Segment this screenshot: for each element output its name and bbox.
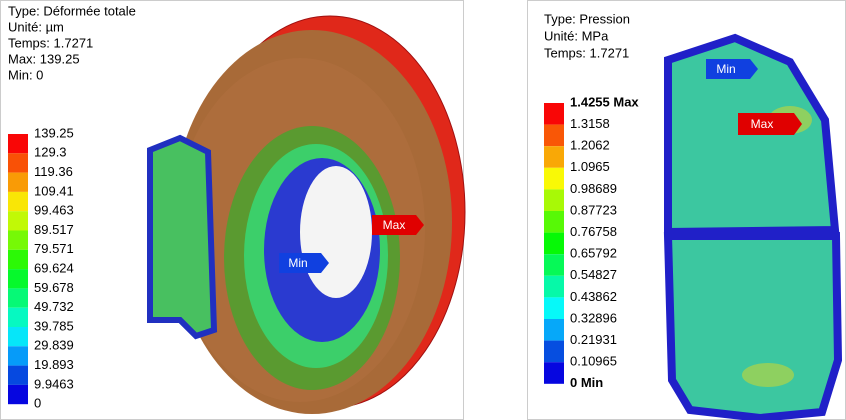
legend-color [544, 125, 564, 147]
legend-label: 0.65792 [570, 246, 617, 261]
legend-color [8, 288, 28, 307]
legend-color [8, 269, 28, 288]
legend-label: 129.3 [34, 145, 67, 160]
legend-color [544, 233, 564, 255]
info-line: Type: Déformée totale [8, 3, 136, 18]
max-tag: Max [738, 113, 802, 135]
legend-label: 99.463 [34, 203, 74, 218]
info-line: Type: Pression [544, 11, 630, 26]
brake-pad [668, 38, 838, 418]
legend-color [8, 134, 28, 153]
legend-label: 0.32896 [570, 310, 617, 325]
legend-color [8, 346, 28, 365]
info-line: Temps: 1.7271 [544, 45, 629, 60]
legend-label: 9.9463 [34, 376, 74, 391]
info-line: Max: 139.25 [8, 51, 80, 66]
page: {"left_panel": {"lines": ["Type: Déformé… [0, 0, 846, 420]
legend-color [544, 341, 564, 363]
legend-color [8, 250, 28, 269]
max-label: Max [751, 117, 774, 131]
legend-label: 1.4255 Max [570, 94, 639, 109]
max-tag: Max [372, 215, 424, 235]
legend-color [544, 362, 564, 384]
legend-label: 139.25 [34, 125, 74, 140]
info-line: Temps: 1.7271 [8, 35, 93, 50]
legend-label: 0 [34, 396, 41, 411]
info-line: Unité: MPa [544, 28, 609, 43]
min-tag: Min [279, 253, 329, 273]
legend-label: 0.21931 [570, 332, 617, 347]
legend-color [544, 168, 564, 190]
legend-color [8, 231, 28, 250]
legend-label: 0.43862 [570, 289, 617, 304]
legend-color [544, 254, 564, 276]
legend-color [544, 297, 564, 319]
legend-label: 119.36 [34, 164, 73, 179]
legend-color [8, 173, 28, 192]
legend-label: 0.54827 [570, 267, 617, 282]
legend-label: 69.624 [34, 261, 74, 276]
info-line: Unité: µm [8, 19, 64, 34]
min-tag: Min [706, 59, 758, 79]
legend-label: 0.98689 [570, 181, 617, 196]
legend-label: 109.41 [34, 183, 74, 198]
legend-label: 0.10965 [570, 354, 617, 369]
legend-color [8, 366, 28, 385]
legend-color [544, 276, 564, 298]
legend-label: 89.517 [34, 222, 74, 237]
max-label: Max [383, 218, 406, 232]
legend-color [8, 385, 28, 404]
legend-label: 1.3158 [570, 116, 610, 131]
legend-color [544, 211, 564, 233]
legend-color [8, 211, 28, 230]
legend-color [8, 308, 28, 327]
info-line: Min: 0 [8, 67, 43, 82]
legend-color [544, 103, 564, 125]
legend-label: 1.2062 [570, 138, 610, 153]
legend-label: 59.678 [34, 280, 74, 295]
legend-label: 49.732 [34, 299, 74, 314]
legend-label: 1.0965 [570, 159, 610, 174]
legend-label: 79.571 [34, 241, 74, 256]
legend-color [8, 192, 28, 211]
legend-color [544, 189, 564, 211]
min-label: Min [716, 62, 735, 76]
legend-color [8, 327, 28, 346]
legend-label: 39.785 [34, 318, 74, 333]
legend-label: 0.76758 [570, 224, 617, 239]
legend-label: 0.87723 [570, 202, 617, 217]
legend-label: 19.893 [34, 357, 74, 372]
min-label: Min [288, 256, 307, 270]
legend-color [544, 146, 564, 168]
screenshot: Max Min Type: Déformée totaleUnité: µmTe… [0, 0, 846, 420]
legend-color [544, 319, 564, 341]
legend-label: 0 Min [570, 375, 603, 390]
legend-color [8, 153, 28, 172]
legend-label: 29.839 [34, 338, 74, 353]
